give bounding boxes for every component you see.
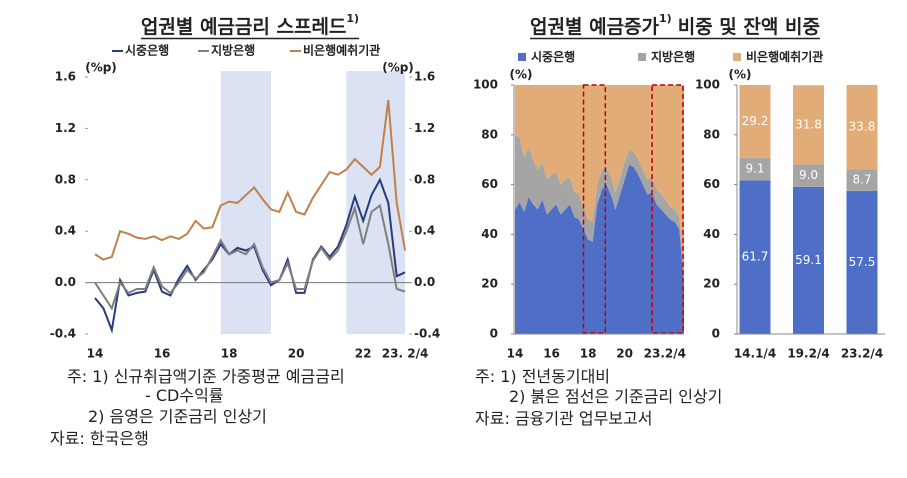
- value-label: 61.7: [742, 250, 769, 264]
- y2-unit: (%p): [382, 61, 414, 75]
- y2-tick-label: 0.4: [414, 224, 435, 238]
- x-tick-label: 16: [543, 347, 560, 361]
- value-label: 9.0: [799, 168, 818, 182]
- y-tick-label: 1.2: [55, 121, 76, 135]
- y-tick-label: 60: [703, 177, 720, 191]
- y-tick-label: 1.6: [55, 70, 76, 84]
- note: 2) 붉은 점선은 기준금리 인상기: [509, 387, 722, 406]
- y-tick-label: 40: [703, 227, 720, 241]
- y-unit: (%): [729, 68, 752, 82]
- legend-label: 지방은행: [651, 49, 695, 64]
- y-tick-label: 20: [481, 277, 498, 291]
- note: - CD수익률: [145, 386, 224, 405]
- bar-segment: [793, 164, 824, 187]
- bar-segment: [793, 85, 824, 165]
- y-tick-label: 0: [490, 327, 498, 341]
- title-text: 업권별 예금증가: [530, 16, 659, 38]
- note: 주: 1) 신규취급액기준 가중평균 예금금리: [67, 367, 345, 386]
- y-unit: (%): [510, 68, 533, 82]
- x-tick-label: 14: [507, 347, 524, 361]
- legend-label: 지방은행: [211, 43, 255, 58]
- x-tick-label: 19.2/4: [787, 347, 829, 361]
- value-label: 33.8: [849, 120, 876, 134]
- highlight-period: [651, 84, 684, 334]
- area: [515, 85, 684, 275]
- y-tick-label: 80: [481, 127, 498, 141]
- bar-segment: [739, 85, 771, 158]
- legend-swatch: [638, 53, 646, 61]
- legend-label: 시중은행: [125, 43, 169, 58]
- y-tick-label: 40: [481, 227, 498, 241]
- legend-swatch: [733, 53, 741, 61]
- data-line: [94, 203, 406, 311]
- y-tick-label: 100: [473, 78, 498, 92]
- legend-label: 시중은행: [531, 49, 575, 64]
- x-tick-label: 23. 2/4: [382, 347, 429, 361]
- y-tick-label: 0.8: [55, 172, 76, 186]
- x-tick-label: 20: [288, 347, 305, 361]
- area: [515, 134, 684, 285]
- y-tick-label: 60: [481, 177, 498, 191]
- y-tick-label: 0.4: [55, 224, 76, 238]
- chart-title: 업권별 예금증가1) 비중 및 잔액 비중: [530, 12, 820, 38]
- x-tick-label: 16: [154, 347, 171, 361]
- value-label: 29.2: [742, 114, 769, 128]
- y2-tick-label: -0.4: [414, 327, 440, 341]
- y-tick-label: 100: [695, 78, 720, 92]
- y-tick-label: 20: [703, 277, 720, 291]
- y2-tick-label: 1.2: [414, 121, 435, 135]
- y-unit: (%p): [85, 61, 117, 75]
- bar-segment: [846, 85, 878, 170]
- y-tick-label: 0.0: [55, 275, 76, 289]
- bar-segment: [846, 190, 878, 334]
- value-label: 8.7: [852, 172, 871, 186]
- title-note: 1): [346, 12, 359, 25]
- bar-segment: [793, 186, 824, 334]
- x-tick-label: 18: [221, 347, 238, 361]
- x-tick-label: 18: [580, 347, 597, 361]
- title-text: 비중 및 잔액 비중: [678, 16, 820, 38]
- value-label: 57.5: [849, 255, 876, 269]
- value-label: 31.8: [795, 117, 822, 131]
- x-tick-label: 23.2/4: [644, 347, 686, 361]
- bar-segment: [739, 157, 771, 181]
- legend-label: 비은행예취기관: [303, 43, 380, 58]
- x-tick-label: 14.1/4: [734, 347, 776, 361]
- x-tick-label: 22: [355, 347, 372, 361]
- y2-tick-label: 0.0: [414, 275, 435, 289]
- note: 주: 1) 전년동기대비: [475, 367, 610, 386]
- y-tick-label: 0: [712, 327, 720, 341]
- y-tick-label: 80: [703, 127, 720, 141]
- value-label: 59.1: [795, 253, 822, 267]
- y2-tick-label: 0.8: [414, 172, 435, 186]
- note: 자료: 금융기관 업무보고서: [475, 409, 652, 428]
- x-tick-label: 20: [616, 347, 633, 361]
- y-tick-label: -0.4: [50, 327, 76, 341]
- note: 2) 음영은 기준금리 인상기: [88, 407, 267, 426]
- chart-title: 업권별 예금금리 스프레드1): [141, 12, 359, 38]
- legend-label: 비은행예취기관: [746, 49, 823, 64]
- x-tick-label: 14: [87, 347, 104, 361]
- title-note: 1): [659, 12, 672, 25]
- value-label: 9.1: [745, 162, 764, 176]
- x-tick-label: 23.2/4: [841, 347, 883, 361]
- data-line: [94, 99, 407, 261]
- title-text: 업권별 예금금리 스프레드: [141, 16, 347, 38]
- bar-segment: [739, 180, 771, 334]
- bar-segment: [846, 169, 878, 191]
- legend-swatch: [518, 53, 526, 61]
- area: [515, 164, 684, 334]
- highlight-period: [582, 84, 607, 334]
- note: 자료: 한국은행: [50, 429, 149, 448]
- y2-tick-label: 1.6: [414, 70, 435, 84]
